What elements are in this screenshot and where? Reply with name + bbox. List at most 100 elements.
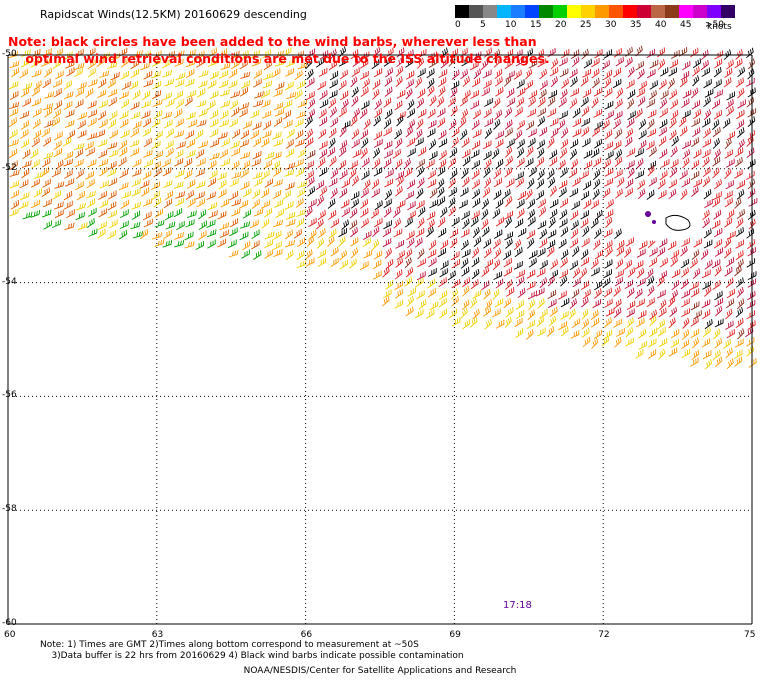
wind-barb — [416, 290, 425, 300]
wind-barb — [295, 217, 305, 228]
wind-barb — [526, 320, 536, 330]
legend-label: 35 — [630, 20, 642, 30]
wind-barb — [372, 270, 382, 280]
wind-barb — [711, 99, 721, 110]
wind-barb — [327, 147, 336, 158]
wind-barb — [494, 248, 502, 260]
wind-barb — [714, 305, 723, 317]
wind-barb — [505, 146, 513, 158]
wind-barb — [571, 318, 581, 328]
wind-barb — [360, 58, 369, 69]
wind-barb — [647, 109, 657, 119]
wind-barb — [638, 129, 647, 140]
wind-barb — [349, 208, 358, 219]
wind-barb — [626, 300, 636, 310]
wind-barb — [539, 238, 548, 249]
wind-barb — [580, 296, 589, 308]
contamination-note: Note: black circles have been added to t… — [8, 34, 550, 66]
wind-barb — [120, 70, 129, 80]
wind-barb — [592, 157, 602, 168]
wind-barb — [120, 199, 129, 209]
wind-barb — [98, 149, 108, 159]
wind-barb — [470, 216, 479, 227]
wind-barb — [173, 208, 183, 218]
wind-barb — [514, 247, 523, 258]
wind-barb — [9, 208, 19, 217]
wind-barb — [726, 209, 735, 220]
wind-barb — [745, 170, 755, 180]
wind-barb — [162, 69, 172, 78]
wind-barb — [438, 297, 447, 308]
wind-barb — [495, 216, 505, 227]
wind-barb — [282, 110, 292, 120]
wind-barb — [735, 77, 744, 88]
wind-barb — [317, 81, 326, 91]
wind-barb — [95, 129, 106, 138]
wind-barb — [129, 139, 140, 148]
wind-barb — [682, 140, 691, 150]
wind-barb — [570, 158, 579, 170]
wind-barb — [230, 148, 241, 157]
wind-barb — [261, 99, 271, 108]
wind-barb — [602, 187, 611, 199]
wind-barb — [503, 250, 512, 261]
wind-barb — [559, 269, 568, 279]
wind-barb — [670, 99, 679, 110]
wind-barb — [549, 199, 559, 209]
wind-barb — [286, 91, 297, 100]
wind-barb — [316, 237, 325, 249]
wind-barb — [689, 258, 698, 269]
wind-barb — [164, 190, 174, 200]
wind-barb — [350, 49, 359, 60]
wind-barb — [657, 189, 667, 200]
wind-barb — [318, 67, 328, 77]
wind-barb — [658, 79, 667, 90]
wind-barb — [62, 137, 72, 147]
wind-barb — [253, 250, 262, 260]
wind-barb — [371, 178, 380, 190]
wind-barb — [737, 99, 746, 109]
wind-barb — [261, 110, 272, 119]
wind-barb — [537, 169, 545, 181]
wind-barb — [209, 152, 220, 161]
wind-barb — [681, 329, 690, 341]
wind-barb — [63, 100, 73, 110]
wind-barb — [414, 237, 423, 248]
wind-barb — [493, 168, 502, 180]
wind-barb — [547, 169, 555, 180]
wind-barb — [207, 177, 217, 187]
wind-barb — [330, 187, 338, 199]
wind-barb — [415, 76, 423, 89]
wind-barb — [130, 221, 141, 230]
wind-barb — [495, 138, 504, 149]
wind-barb — [624, 136, 633, 148]
wind-barb — [725, 158, 735, 168]
wind-barb — [360, 198, 369, 209]
wind-barb — [481, 218, 489, 230]
wind-barb — [99, 180, 109, 189]
wind-barb — [726, 59, 734, 70]
wind-barb — [385, 67, 394, 78]
wind-barb — [470, 90, 479, 99]
wind-barb — [143, 149, 153, 158]
wind-barb — [440, 206, 448, 218]
legend-label: 20 — [555, 20, 567, 30]
wind-barb — [526, 329, 534, 340]
wind-barb — [580, 249, 589, 260]
wind-barb — [418, 299, 427, 310]
wind-barb — [493, 271, 503, 281]
wind-barb — [658, 270, 668, 281]
wind-barb — [649, 257, 658, 268]
wind-barb — [714, 58, 723, 69]
wind-barb — [569, 188, 578, 198]
wind-barb — [460, 239, 469, 251]
wind-barb — [294, 89, 303, 100]
wind-barb — [747, 108, 756, 118]
wind-barb — [547, 108, 556, 118]
wind-barb — [670, 146, 678, 158]
wind-barb — [527, 128, 537, 138]
wind-barb — [360, 86, 369, 97]
wind-barb — [461, 57, 470, 67]
wind-barb — [668, 179, 677, 189]
wind-barb — [218, 80, 229, 89]
